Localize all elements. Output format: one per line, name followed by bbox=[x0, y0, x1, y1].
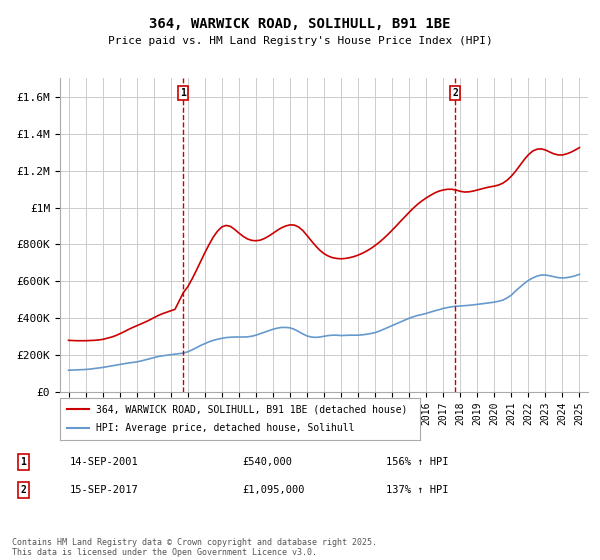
Text: HPI: Average price, detached house, Solihull: HPI: Average price, detached house, Soli… bbox=[96, 423, 355, 433]
Text: 156% ↑ HPI: 156% ↑ HPI bbox=[386, 457, 449, 467]
Text: 1: 1 bbox=[180, 88, 186, 98]
Text: 1: 1 bbox=[20, 457, 26, 467]
Text: 2: 2 bbox=[452, 88, 458, 98]
Text: 137% ↑ HPI: 137% ↑ HPI bbox=[386, 485, 449, 495]
Text: 364, WARWICK ROAD, SOLIHULL, B91 1BE (detached house): 364, WARWICK ROAD, SOLIHULL, B91 1BE (de… bbox=[96, 404, 407, 414]
Text: 14-SEP-2001: 14-SEP-2001 bbox=[70, 457, 139, 467]
Text: 15-SEP-2017: 15-SEP-2017 bbox=[70, 485, 139, 495]
Text: Price paid vs. HM Land Registry's House Price Index (HPI): Price paid vs. HM Land Registry's House … bbox=[107, 36, 493, 46]
Text: 364, WARWICK ROAD, SOLIHULL, B91 1BE: 364, WARWICK ROAD, SOLIHULL, B91 1BE bbox=[149, 17, 451, 31]
Text: 2: 2 bbox=[20, 485, 26, 495]
Text: Contains HM Land Registry data © Crown copyright and database right 2025.
This d: Contains HM Land Registry data © Crown c… bbox=[12, 538, 377, 557]
Text: £1,095,000: £1,095,000 bbox=[242, 485, 305, 495]
Text: £540,000: £540,000 bbox=[242, 457, 292, 467]
